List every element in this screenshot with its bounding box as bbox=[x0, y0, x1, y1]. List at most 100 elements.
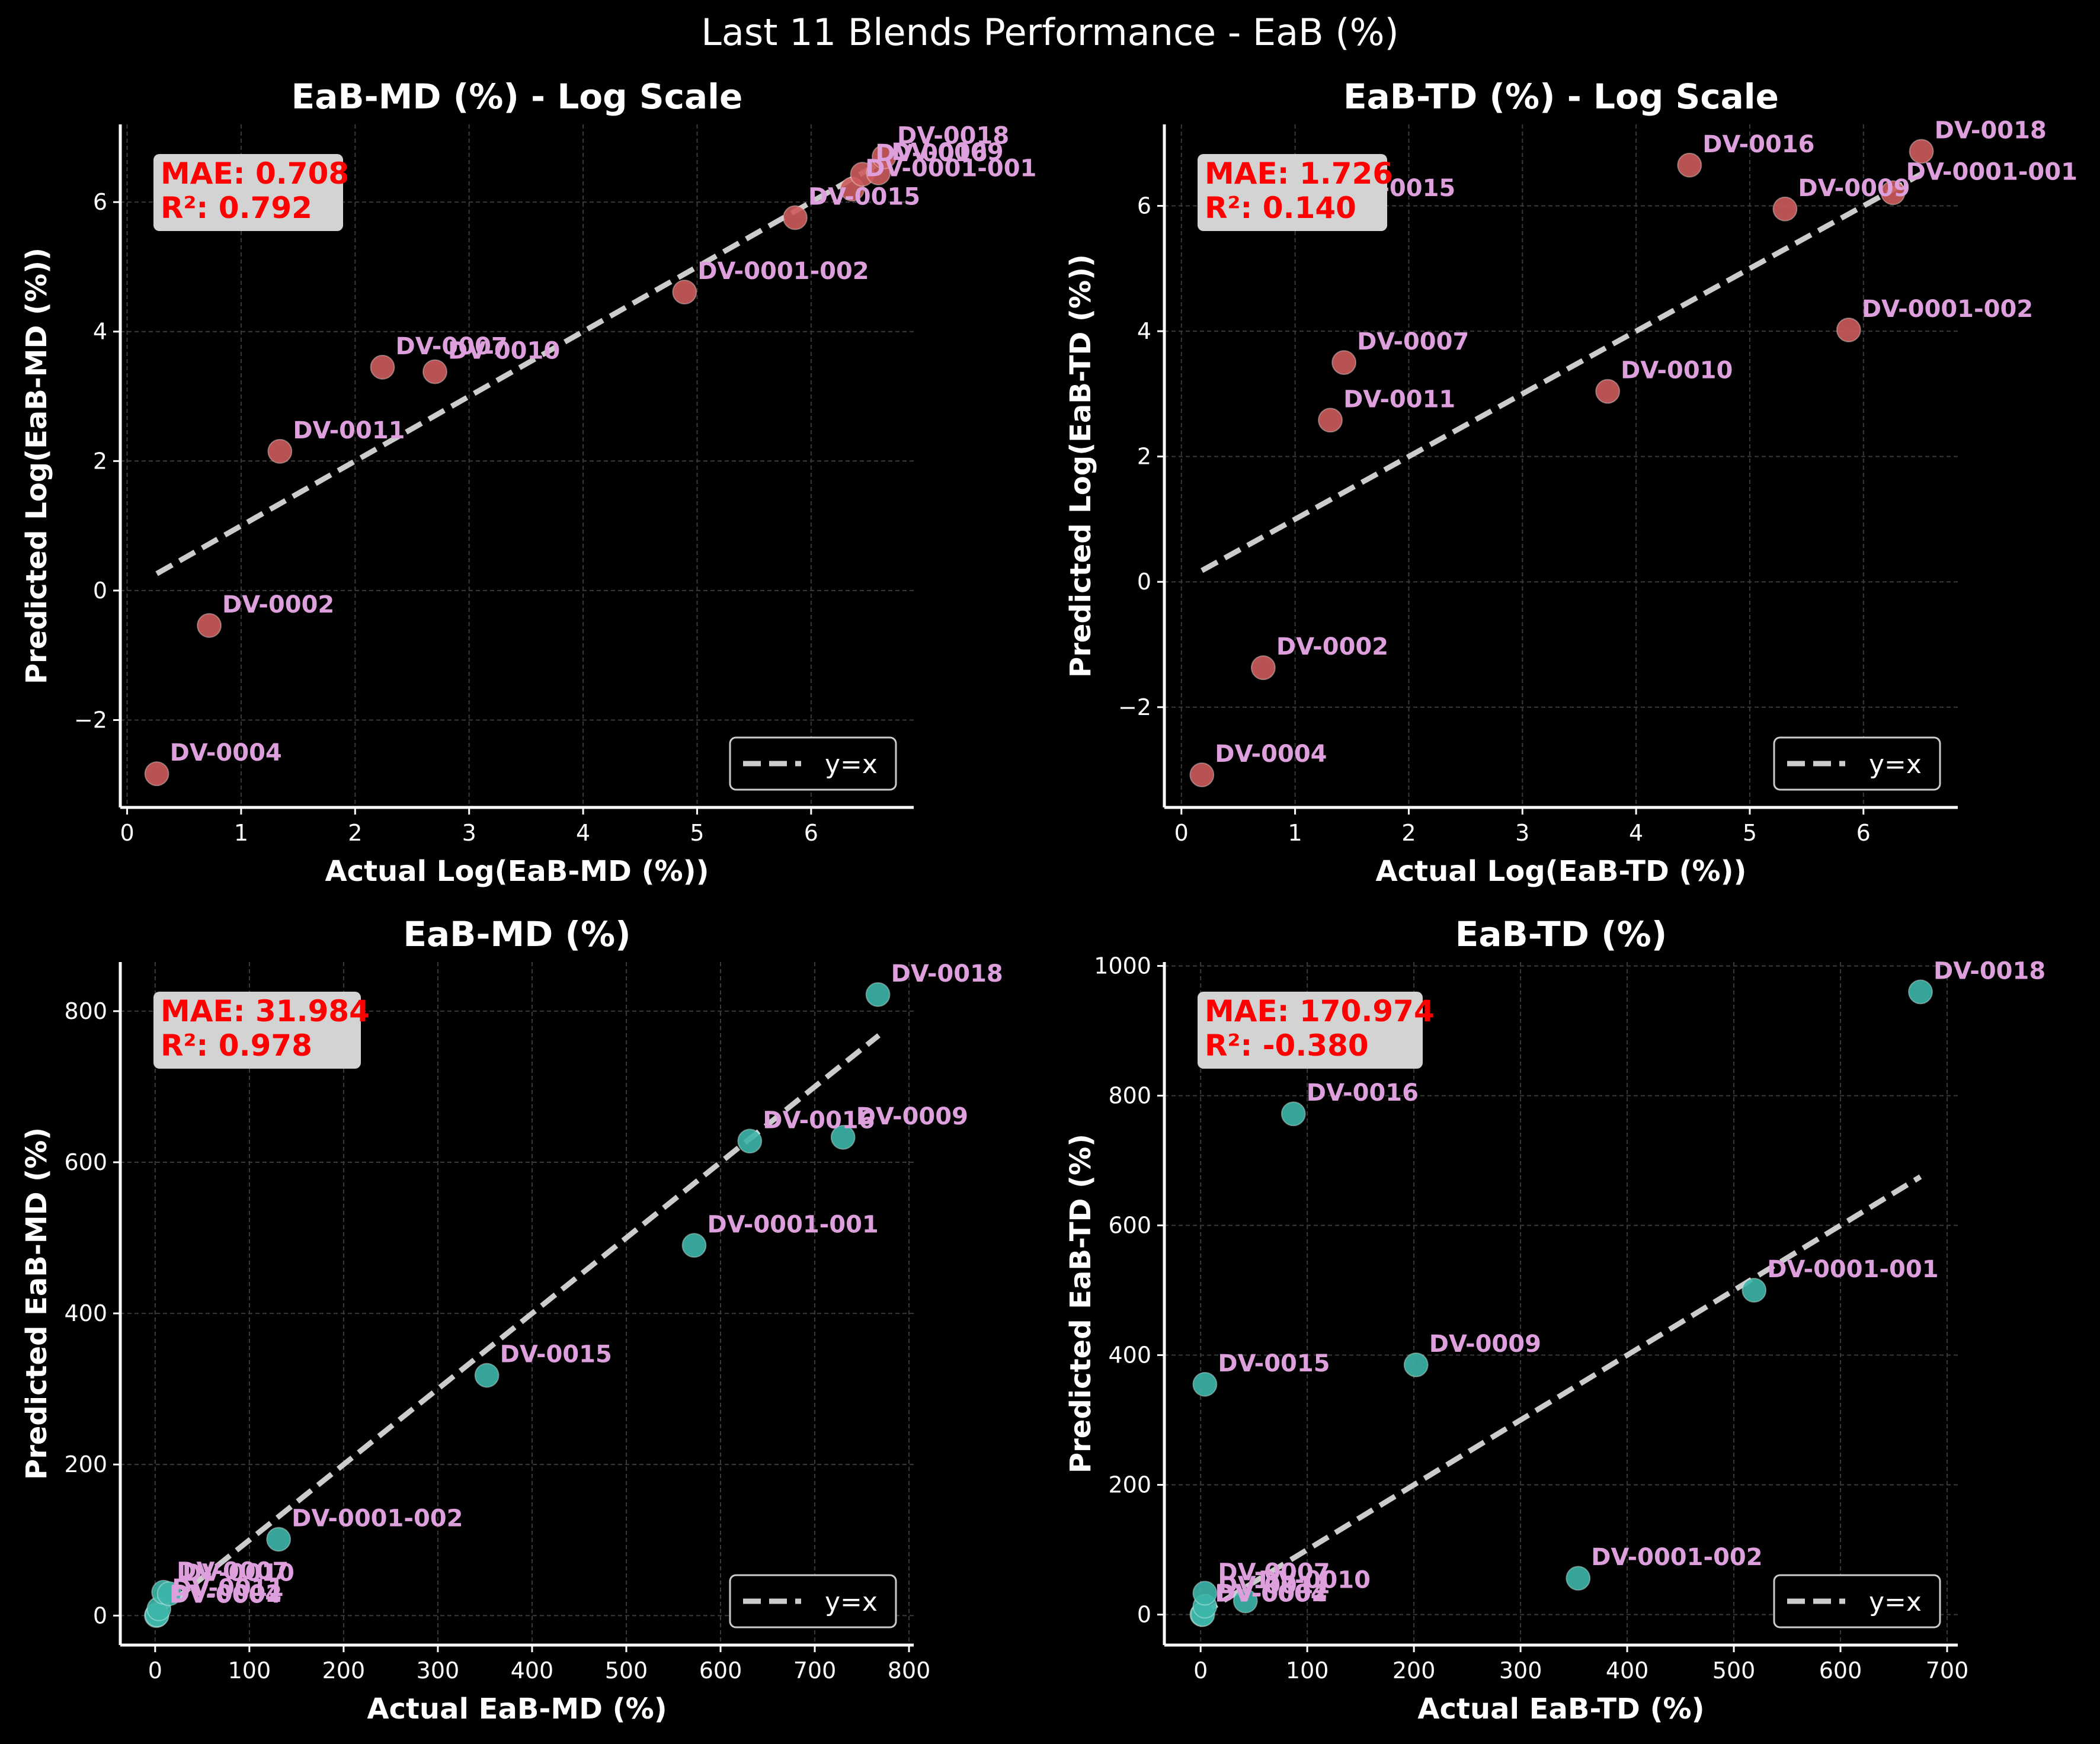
point-label: DV-0018 bbox=[1933, 957, 2045, 985]
mae-text: MAE: 170.974 bbox=[1205, 994, 1435, 1028]
x-tick-label: 600 bbox=[1819, 1658, 1862, 1684]
x-tick-label: 800 bbox=[888, 1658, 931, 1684]
legend-label: y=x bbox=[1869, 1587, 1922, 1617]
y-tick-label: 1000 bbox=[1094, 953, 1151, 979]
point-label: DV-0001-001 bbox=[1767, 1256, 1938, 1283]
y-tick-label: 4 bbox=[93, 319, 107, 345]
subplot-title: EaB-MD (%) bbox=[403, 914, 630, 954]
reference-line-y-equals-x bbox=[155, 159, 883, 576]
y-axis-label: Predicted EaB-MD (%) bbox=[20, 1127, 53, 1480]
x-tick-label: 400 bbox=[511, 1658, 554, 1684]
point-label: DV-0002 bbox=[1216, 1580, 1328, 1607]
y-tick-label: −2 bbox=[74, 707, 107, 733]
x-axis-label: Actual EaB-TD (%) bbox=[1417, 1692, 1704, 1726]
x-tick-label: 1 bbox=[1288, 820, 1302, 846]
y-tick-label: 400 bbox=[1108, 1342, 1151, 1368]
legend: y=x bbox=[729, 1574, 897, 1628]
y-tick-label: 800 bbox=[64, 998, 107, 1024]
x-tick-label: 500 bbox=[605, 1658, 648, 1684]
subplot-title: EaB-TD (%) - Log Scale bbox=[1343, 76, 1779, 117]
data-point-dv-0001-002 bbox=[1566, 1566, 1591, 1591]
y-tick-label: 200 bbox=[1108, 1472, 1151, 1498]
legend-label: y=x bbox=[825, 749, 878, 780]
data-point-dv-0004 bbox=[144, 761, 169, 787]
x-tick-label: 300 bbox=[417, 1658, 460, 1684]
x-tick-label: 3 bbox=[1515, 820, 1529, 846]
subplot-title: EaB-TD (%) bbox=[1455, 914, 1667, 954]
data-point-dv-0010 bbox=[1595, 379, 1621, 404]
data-point-dv-0007 bbox=[1331, 350, 1357, 375]
data-point-dv-0018 bbox=[865, 982, 891, 1007]
data-point-dv-0015 bbox=[474, 1362, 500, 1388]
data-point-dv-0001-002 bbox=[1836, 317, 1861, 342]
point-label: DV-0001-001 bbox=[707, 1211, 878, 1238]
data-point-dv-0010 bbox=[422, 359, 447, 384]
point-label: DV-0010 bbox=[1621, 357, 1733, 384]
point-label: DV-0009 bbox=[856, 1103, 968, 1130]
y-axis-label: Predicted Log(EaB-TD (%)) bbox=[1064, 254, 1097, 678]
y-tick-label: 6 bbox=[93, 189, 107, 215]
point-label: DV-0001-002 bbox=[1862, 296, 2033, 323]
x-tick-label: 100 bbox=[1286, 1658, 1329, 1684]
x-axis-label: Actual Log(EaB-MD (%)) bbox=[325, 855, 709, 888]
y-tick-label: 4 bbox=[1137, 318, 1151, 344]
point-label: DV-0004 bbox=[1215, 740, 1327, 768]
x-tick-label: 500 bbox=[1712, 1658, 1756, 1684]
stats-box-background bbox=[1198, 992, 1423, 1069]
point-label: DV-0018 bbox=[1935, 117, 2047, 144]
point-label: DV-0002 bbox=[1276, 633, 1388, 661]
data-point-dv-0001-001 bbox=[1742, 1278, 1767, 1303]
x-tick-label: 5 bbox=[1743, 820, 1757, 846]
point-label: DV-0016 bbox=[1702, 131, 1814, 158]
y-tick-label: −2 bbox=[1118, 694, 1151, 720]
r2-text: R²: 0.978 bbox=[161, 1028, 312, 1063]
x-tick-label: 4 bbox=[1629, 820, 1643, 846]
legend-label: y=x bbox=[1869, 749, 1922, 780]
x-tick-label: 5 bbox=[690, 820, 704, 846]
legend-frame bbox=[1773, 736, 1941, 791]
x-tick-label: 0 bbox=[1193, 1658, 1208, 1684]
y-tick-label: 0 bbox=[93, 1602, 107, 1628]
point-label: DV-0004 bbox=[170, 739, 282, 767]
point-label: DV-0009 bbox=[1429, 1331, 1541, 1358]
data-point-dv-0009 bbox=[1772, 196, 1798, 222]
point-label: DV-0002 bbox=[222, 591, 334, 618]
data-point-dv-0016 bbox=[737, 1129, 763, 1154]
y-tick-label: 0 bbox=[1137, 1602, 1151, 1628]
data-point-dv-0009 bbox=[1403, 1352, 1429, 1377]
y-axis-label: Predicted EaB-TD (%) bbox=[1064, 1134, 1097, 1473]
y-tick-label: 800 bbox=[1108, 1083, 1151, 1109]
x-tick-label: 0 bbox=[120, 820, 134, 846]
mae-text: MAE: 31.984 bbox=[161, 994, 370, 1028]
x-tick-label: 0 bbox=[1174, 820, 1189, 846]
reference-line-y-equals-x bbox=[153, 1033, 881, 1618]
data-point-dv-0007 bbox=[1192, 1580, 1218, 1606]
legend: y=x bbox=[729, 736, 897, 791]
y-tick-label: 6 bbox=[1137, 193, 1151, 219]
point-label: DV-0010 bbox=[183, 1559, 294, 1586]
point-label: DV-0011 bbox=[1343, 386, 1455, 413]
y-tick-label: 0 bbox=[1137, 569, 1151, 595]
data-point-dv-0016 bbox=[1281, 1101, 1306, 1127]
point-label: DV-0011 bbox=[1218, 1572, 1330, 1599]
point-label: DV-0016 bbox=[875, 140, 987, 167]
data-point-dv-0010 bbox=[156, 1581, 182, 1607]
point-label: DV-0015 bbox=[808, 183, 920, 210]
mae-text: MAE: 1.726 bbox=[1205, 156, 1393, 191]
point-label: DV-0018 bbox=[891, 960, 1003, 988]
x-tick-label: 3 bbox=[462, 820, 476, 846]
legend-frame bbox=[1773, 1574, 1941, 1628]
x-tick-label: 200 bbox=[1392, 1658, 1436, 1684]
stats-box-background bbox=[153, 154, 343, 231]
x-tick-label: 2 bbox=[348, 820, 362, 846]
legend-frame bbox=[729, 1574, 897, 1628]
r2-text: R²: -0.380 bbox=[1205, 1028, 1369, 1063]
point-label: DV-0009 bbox=[891, 139, 1003, 166]
point-label: DV-0004 bbox=[1215, 1580, 1327, 1608]
point-label: DV-0011 bbox=[293, 417, 405, 444]
y-tick-label: 400 bbox=[64, 1300, 107, 1326]
